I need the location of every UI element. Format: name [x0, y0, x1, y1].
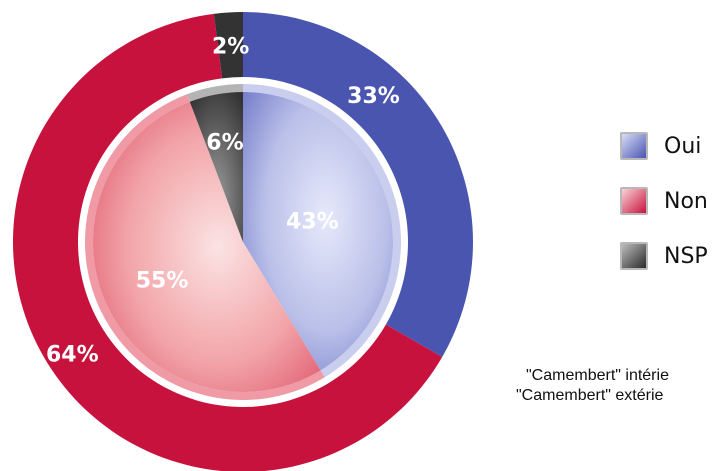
- caption-inner: "Camembert" intérie: [526, 367, 669, 384]
- inner-pie: [93, 92, 394, 392]
- outer-label-oui: 33%: [347, 84, 400, 109]
- legend-label-non: Non: [664, 188, 708, 214]
- separator-arc-nsp: [186, 84, 243, 102]
- inner-label-nsp: 6%: [206, 131, 243, 156]
- outer-slice-nsp: [213, 12, 243, 79]
- slice-labels: 33% 64% 2% 43% 55% 6%: [46, 34, 400, 367]
- legend-item-oui: Oui: [620, 131, 701, 161]
- outer-ring: [13, 12, 473, 471]
- inner-slice-non: [93, 101, 321, 392]
- ring-separator: [85, 84, 402, 400]
- inner-label-non: 55%: [136, 268, 189, 293]
- inner-slice-oui: [243, 92, 394, 371]
- outer-label-non: 64%: [46, 343, 99, 368]
- inner-label-oui: 43%: [286, 210, 339, 235]
- outer-slice-oui: [243, 12, 473, 357]
- legend-swatch-nsp: [620, 242, 648, 270]
- legend-label-nsp: NSP: [664, 243, 708, 269]
- legend-swatch-non: [620, 187, 648, 215]
- legend-swatch-oui: [620, 132, 648, 160]
- legend-item-nsp: NSP: [620, 241, 708, 271]
- outer-slice-non: [13, 13, 443, 471]
- inner-slice-nsp: [189, 92, 243, 242]
- legend-item-non: Non: [620, 186, 708, 216]
- outer-label-nsp: 2%: [212, 34, 249, 59]
- legend-label-oui: Oui: [664, 133, 702, 159]
- caption-outer: "Camembert" extérie: [516, 387, 664, 404]
